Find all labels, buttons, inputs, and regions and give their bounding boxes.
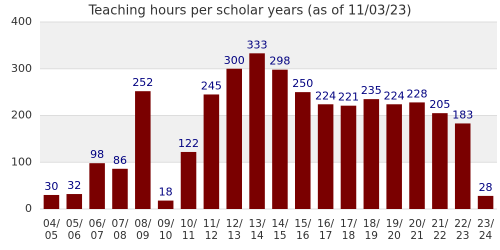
bar <box>272 69 288 209</box>
value-label: 235 <box>361 84 382 97</box>
value-label: 221 <box>338 91 359 104</box>
bar <box>135 91 151 209</box>
value-label: 98 <box>90 148 104 161</box>
value-label: 298 <box>269 55 290 68</box>
bar <box>295 92 311 209</box>
x-tick-label: 15/16 <box>294 218 312 242</box>
chart-title: Teaching hours per scholar years (as of … <box>88 4 412 19</box>
value-label: 250 <box>292 77 313 90</box>
bar <box>66 194 83 209</box>
bar <box>157 200 174 209</box>
value-label: 228 <box>407 87 428 100</box>
x-tick-label: 09/10 <box>157 218 175 242</box>
y-tick-label: 400 <box>11 15 32 28</box>
x-tick-label: 07/08 <box>111 218 129 242</box>
value-label: 333 <box>247 38 268 51</box>
value-label: 252 <box>132 76 153 89</box>
value-label: 18 <box>159 186 173 199</box>
value-label: 28 <box>479 181 493 194</box>
bar <box>43 194 60 209</box>
bar <box>89 163 105 209</box>
bar <box>477 195 494 209</box>
bar <box>409 102 425 209</box>
y-tick-label: 100 <box>11 155 32 168</box>
x-tick-label: 23/24 <box>477 218 495 242</box>
x-tick-label: 11/12 <box>202 218 220 242</box>
y-tick-label: 0 <box>25 202 32 215</box>
y-tick-label: 300 <box>11 62 32 75</box>
x-tick-label: 05/06 <box>65 218 83 242</box>
value-label: 86 <box>113 154 127 167</box>
bar <box>180 151 197 209</box>
x-tick-label: 08/09 <box>134 218 152 242</box>
value-label: 32 <box>67 179 81 192</box>
bar <box>432 113 448 209</box>
value-label: 30 <box>44 180 58 193</box>
plot-band <box>40 115 497 163</box>
x-tick-label: 13/14 <box>248 218 266 242</box>
value-label: 205 <box>429 98 450 111</box>
bar <box>203 94 220 209</box>
bar <box>249 53 265 210</box>
value-label: 245 <box>201 79 222 92</box>
y-tick-label: 200 <box>11 109 32 122</box>
x-tick-label: 06/07 <box>88 218 106 242</box>
x-tick-label: 12/13 <box>225 218 243 242</box>
x-tick-label: 21/22 <box>431 218 449 242</box>
value-label: 122 <box>178 137 199 150</box>
bar <box>386 104 402 209</box>
x-tick-label: 22/23 <box>454 218 472 242</box>
x-tick-label: 20/21 <box>408 218 426 242</box>
value-label: 224 <box>315 89 336 102</box>
x-tick-label: 10/11 <box>180 218 197 242</box>
plot-band <box>40 22 497 69</box>
x-tick-label: 17/18 <box>340 218 357 242</box>
x-tick-label: 19/20 <box>385 218 403 242</box>
x-tick-label: 16/17 <box>317 218 335 242</box>
x-tick-label: 14/15 <box>271 218 289 242</box>
bar <box>317 104 334 209</box>
bar <box>340 105 357 209</box>
bar <box>454 123 471 209</box>
x-tick-label: 04/05 <box>42 218 60 242</box>
value-label: 300 <box>224 54 245 67</box>
bar <box>226 68 242 209</box>
bar <box>363 99 380 209</box>
value-label: 183 <box>452 108 473 121</box>
x-tick-label: 18/19 <box>362 218 380 242</box>
bar <box>112 168 128 209</box>
value-label: 224 <box>384 89 405 102</box>
